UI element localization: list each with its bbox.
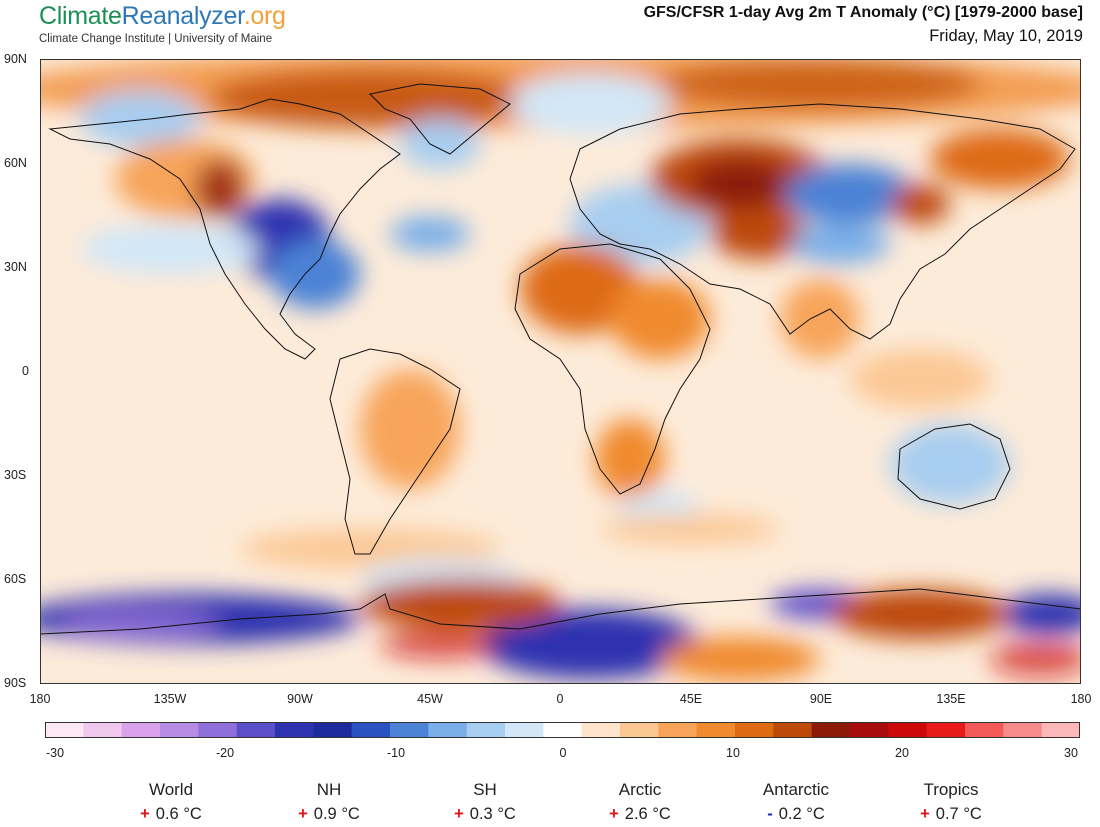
lat-label-30n: 30N: [4, 260, 27, 274]
stat-arctic-name: Arctic: [618, 780, 662, 799]
colorbar-swatch: [45, 722, 84, 738]
colorbar-label-10: 10: [726, 746, 740, 760]
lon-label-180w: 180: [29, 692, 51, 706]
colorbar-swatch: [581, 722, 621, 738]
lon-label-180e: 180: [1070, 692, 1092, 706]
colorbar-label-neg20: -20: [215, 746, 235, 760]
stat-sh: SH +0.3 °C: [410, 780, 560, 824]
colorbar-swatch: [198, 722, 238, 738]
colorbar-swatch: [965, 722, 1004, 738]
map-title: GFS/CFSR 1-day Avg 2m T Anomaly (°C) [19…: [643, 4, 1083, 21]
colorbar-swatch: [466, 722, 506, 738]
brand-part-reanalyzer: Reanalyzer: [121, 2, 244, 30]
stat-world-value: 0.6 °C: [155, 805, 202, 823]
brand-logo[interactable]: ClimateReanalyzer.org: [39, 2, 286, 31]
lon-label-45e: 45E: [679, 692, 703, 706]
stat-world: World +0.6 °C: [96, 780, 246, 824]
colorbar-swatch: [351, 722, 391, 738]
stat-tropics-value: 0.7 °C: [935, 805, 982, 823]
colorbar-swatch: [1003, 722, 1043, 738]
stat-tropics-sign: +: [920, 805, 930, 823]
stat-sh-value: 0.3 °C: [469, 805, 516, 823]
colorbar-swatch: [773, 722, 813, 738]
lat-label-equator: 0: [22, 364, 29, 378]
lon-label-135e: 135E: [936, 692, 966, 706]
colorbar-swatch: [543, 722, 583, 738]
brand-part-climate: Climate: [39, 2, 122, 30]
anomaly-map: [40, 59, 1081, 684]
stat-arctic-value: 2.6 °C: [624, 805, 671, 823]
lon-label-90e: 90E: [809, 692, 833, 706]
lat-label-60s: 60S: [4, 572, 27, 586]
colorbar-label-neg10: -10: [386, 746, 406, 760]
lon-label-90w: 90W: [287, 692, 313, 706]
stat-arctic: Arctic +2.6 °C: [565, 780, 715, 824]
stat-antarctic-name: Antarctic: [762, 780, 830, 799]
colorbar-swatch: [160, 722, 199, 738]
colorbar-label-0: 0: [559, 746, 567, 760]
brand-subtitle: Climate Change Institute | University of…: [39, 33, 273, 45]
colorbar-swatch: [926, 722, 966, 738]
stat-nh: NH +0.9 °C: [254, 780, 404, 824]
lat-label-90n: 90N: [4, 52, 27, 66]
stat-world-sign: +: [140, 805, 150, 823]
colorbar-swatch: [620, 722, 659, 738]
colorbar-swatch: [275, 722, 314, 738]
stat-nh-sign: +: [298, 805, 308, 823]
colorbar-swatch: [1041, 722, 1080, 738]
lat-label-90s: 90S: [4, 676, 27, 690]
colorbar-swatch: [811, 722, 851, 738]
colorbar-label-30: 30: [1064, 746, 1078, 760]
lat-label-30s: 30S: [4, 468, 27, 482]
colorbar-swatch: [658, 722, 698, 738]
colorbar-swatch: [121, 722, 161, 738]
colorbar-swatch: [390, 722, 429, 738]
colorbar-swatch: [428, 722, 468, 738]
stat-arctic-sign: +: [609, 805, 619, 823]
brand-part-org: .org: [243, 2, 286, 30]
colorbar-swatches: [45, 722, 1080, 738]
colorbar-label-20: 20: [895, 746, 909, 760]
colorbar: [45, 722, 1080, 738]
colorbar-swatch: [735, 722, 774, 738]
stat-world-name: World: [148, 780, 194, 799]
stat-tropics: Tropics +0.7 °C: [876, 780, 1026, 824]
colorbar-swatch: [83, 722, 123, 738]
colorbar-swatch: [696, 722, 736, 738]
stat-antarctic: Antarctic -0.2 °C: [721, 780, 871, 824]
coastlines: [40, 83, 1081, 635]
colorbar-swatch: [888, 722, 928, 738]
stat-nh-value: 0.9 °C: [313, 805, 360, 823]
map-date: Friday, May 10, 2019: [929, 27, 1083, 45]
colorbar-swatch: [236, 722, 276, 738]
stat-antarctic-value: 0.2 °C: [778, 805, 825, 823]
colorbar-label-neg30: -30: [45, 746, 65, 760]
colorbar-swatch: [850, 722, 889, 738]
lat-label-60n: 60N: [4, 156, 27, 170]
stat-nh-name: NH: [316, 780, 342, 799]
lon-label-45w: 45W: [417, 692, 443, 706]
stat-sh-sign: +: [454, 805, 464, 823]
colorbar-swatch: [313, 722, 353, 738]
lon-label-0: 0: [556, 692, 564, 706]
stat-sh-name: SH: [473, 780, 497, 799]
lon-label-135w: 135W: [153, 692, 187, 706]
stat-tropics-name: Tropics: [923, 780, 979, 799]
colorbar-swatch: [505, 722, 544, 738]
stat-antarctic-sign: -: [767, 805, 773, 823]
